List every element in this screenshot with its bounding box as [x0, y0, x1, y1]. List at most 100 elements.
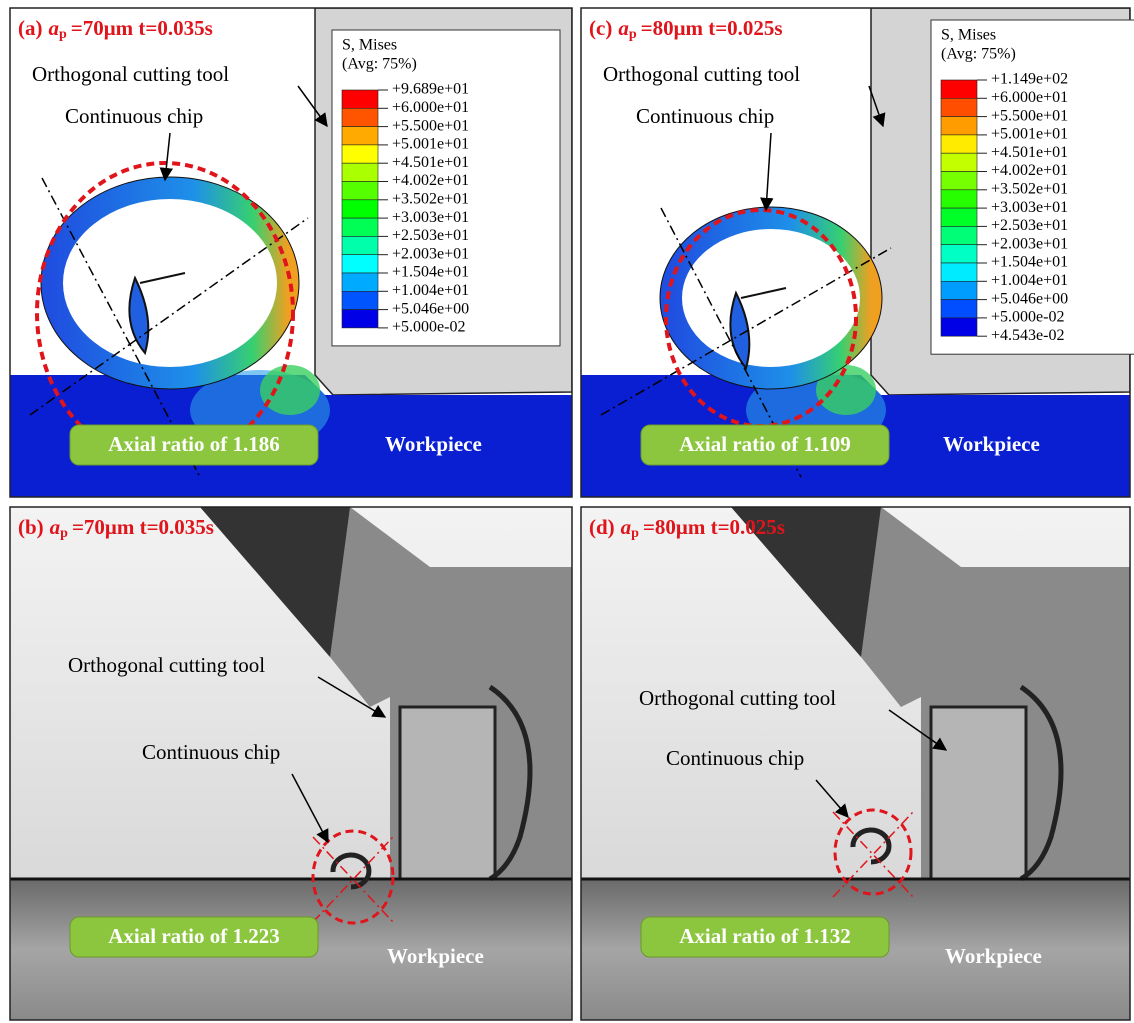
legend-value: +3.003e+01 [392, 209, 469, 226]
legend-average: (Avg: 75%) [941, 46, 1016, 63]
panel: (a)ap =70μm t=0.035s Orthogonal cutting to… [10, 8, 572, 497]
legend-value: +1.004e+01 [392, 282, 469, 299]
legend-band [342, 90, 378, 108]
legend-band [342, 255, 378, 273]
ap-subscript: p [60, 526, 68, 541]
legend-value: +3.502e+01 [991, 180, 1068, 197]
legend-band [941, 80, 977, 98]
legend-band [941, 281, 977, 299]
legend-band [342, 200, 378, 218]
legend-band [941, 226, 977, 244]
legend-average: (Avg: 75%) [342, 56, 417, 73]
legend-band [342, 218, 378, 236]
tool-label: Orthogonal cutting tool [32, 62, 229, 86]
legend-value: +5.000e-02 [392, 319, 465, 336]
chip-label: Continuous chip [65, 104, 203, 128]
legend-value: +6.000e+01 [392, 99, 469, 116]
legend-value: +2.503e+01 [991, 217, 1068, 234]
legend-band [342, 236, 378, 254]
ap-symbol: a [50, 515, 61, 539]
figure: (a)ap=70μm t=0.035sOrthogonal cutting to… [0, 0, 1134, 1023]
legend-band [342, 145, 378, 163]
legend-band [941, 263, 977, 281]
panel-label: (c) ap =80μm t=0.025s [589, 16, 783, 42]
ap-symbol: a [621, 515, 632, 539]
label-letter: (b) [18, 515, 44, 539]
legend-value: +3.003e+01 [991, 199, 1068, 216]
legend-value: +2.003e+01 [392, 245, 469, 262]
legend-band [342, 273, 378, 291]
workpiece-label: Workpiece [387, 944, 484, 968]
chip-label: Continuous chip [666, 746, 804, 770]
ap-subscript: p [59, 27, 67, 42]
legend-band [342, 163, 378, 181]
legend-band [941, 135, 977, 153]
panel: (b)ap =70μm t=0.035s Orthogonal cutting to… [10, 507, 572, 1020]
legend-value: +5.046e+00 [392, 300, 469, 317]
legend-value: +4.002e+01 [991, 162, 1068, 179]
workpiece-label: Workpiece [945, 944, 1042, 968]
legend-band [941, 153, 977, 171]
legend-value: +1.149e+02 [991, 71, 1068, 88]
tool-label: Orthogonal cutting tool [603, 62, 800, 86]
panel: (d)ap =80μm t=0.025s Orthogonal cutting to… [581, 507, 1130, 1020]
legend-value: +2.003e+01 [991, 235, 1068, 252]
legend-value: +1.504e+01 [392, 264, 469, 281]
legend-value: +5.500e+01 [991, 107, 1068, 124]
legend-value: +9.689e+01 [392, 81, 469, 98]
tool-insert [400, 707, 495, 879]
legend-band [342, 310, 378, 328]
legend-band [941, 190, 977, 208]
axial-ratio: Axial ratio of 1.109 [679, 432, 850, 456]
label-letter: (a) [18, 16, 43, 40]
legend-value: +5.046e+00 [991, 290, 1068, 307]
legend-band [941, 245, 977, 263]
legend-band [941, 208, 977, 226]
tool-insert [931, 707, 1026, 879]
ap-subscript: p [631, 526, 639, 541]
legend-value: +1.504e+01 [991, 254, 1068, 271]
ap-symbol: a [49, 16, 60, 40]
legend-value: +5.001e+01 [392, 136, 469, 153]
legend-value: +1.004e+01 [991, 272, 1068, 289]
legend-value: +5.500e+01 [392, 117, 469, 134]
legend-title: S, Mises [342, 37, 397, 54]
label-letter: (c) [589, 16, 612, 40]
condition: =80μm t=0.025s [643, 515, 785, 539]
ap-subscript: p [629, 27, 637, 42]
legend-band [941, 117, 977, 135]
legend-band [342, 108, 378, 126]
panel: (c) ap =80μm t=0.025s Orthogonal cutting to… [581, 8, 1134, 497]
legend-band [941, 300, 977, 318]
chip-label: Continuous chip [142, 740, 280, 764]
legend-band [342, 182, 378, 200]
workpiece-label: Workpiece [943, 432, 1040, 456]
workpiece-label: Workpiece [385, 432, 482, 456]
label-letter: (d) [589, 515, 615, 539]
condition: =80μm t=0.025s [641, 16, 783, 40]
legend-band [941, 98, 977, 116]
legend-band [941, 318, 977, 336]
condition: =70μm t=0.035s [71, 16, 213, 40]
legend-value: +3.502e+01 [392, 190, 469, 207]
tool-label: Orthogonal cutting tool [68, 653, 265, 677]
axial-ratio: Axial ratio of 1.132 [679, 924, 850, 948]
legend-value: +2.503e+01 [392, 227, 469, 244]
legend-title: S, Mises [941, 27, 996, 44]
legend-value: +5.001e+01 [991, 126, 1068, 143]
stress-zone [260, 365, 320, 415]
legend-value: +4.501e+01 [392, 154, 469, 171]
legend-band [342, 291, 378, 309]
legend-value: +4.543e-02 [991, 327, 1064, 344]
condition: =70μm t=0.035s [72, 515, 214, 539]
legend-value: +6.000e+01 [991, 89, 1068, 106]
legend-value: +5.000e-02 [991, 309, 1064, 326]
tool-label: Orthogonal cutting tool [639, 686, 836, 710]
chip-label: Continuous chip [636, 104, 774, 128]
legend-band [941, 172, 977, 190]
legend-value: +4.002e+01 [392, 172, 469, 189]
ap-symbol: a [618, 16, 629, 40]
legend-band [342, 127, 378, 145]
axial-ratio: Axial ratio of 1.223 [108, 924, 279, 948]
legend-value: +4.501e+01 [991, 144, 1068, 161]
